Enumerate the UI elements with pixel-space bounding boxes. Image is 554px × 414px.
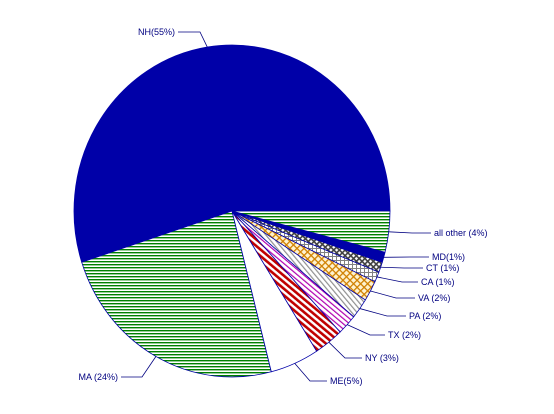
- slice-label-md: MD(1%): [432, 252, 465, 262]
- slice-label-ca: CA (1%): [421, 277, 455, 287]
- leader-line-ct: [380, 266, 423, 269]
- slice-label-me: ME(5%): [330, 376, 363, 386]
- leader-line-me: [294, 363, 327, 382]
- leader-line-pa: [359, 308, 406, 317]
- slice-label-nh: NH(55%): [138, 27, 175, 37]
- slice-label-ma: MA (24%): [78, 372, 118, 382]
- leader-line-nh: [178, 31, 208, 48]
- leader-line-ny: [328, 341, 362, 359]
- leader-line-ca: [376, 276, 418, 283]
- slice-label-va: VA (2%): [418, 293, 450, 303]
- leader-line-va: [370, 290, 415, 299]
- slice-label-ny: NY (3%): [365, 353, 399, 363]
- pie-slice-ma: [81, 210, 272, 378]
- slice-label-pa: PA (2%): [409, 311, 441, 321]
- slice-label-ct: CT (1%): [426, 263, 459, 273]
- leader-line-all-other: [388, 231, 431, 234]
- slice-label-tx: TX (2%): [388, 330, 421, 340]
- leader-line-ma: [121, 356, 157, 378]
- leader-line-tx: [347, 324, 385, 336]
- slice-label-all-other: all other (4%): [434, 228, 488, 238]
- pie-slice-nh: [73, 44, 391, 263]
